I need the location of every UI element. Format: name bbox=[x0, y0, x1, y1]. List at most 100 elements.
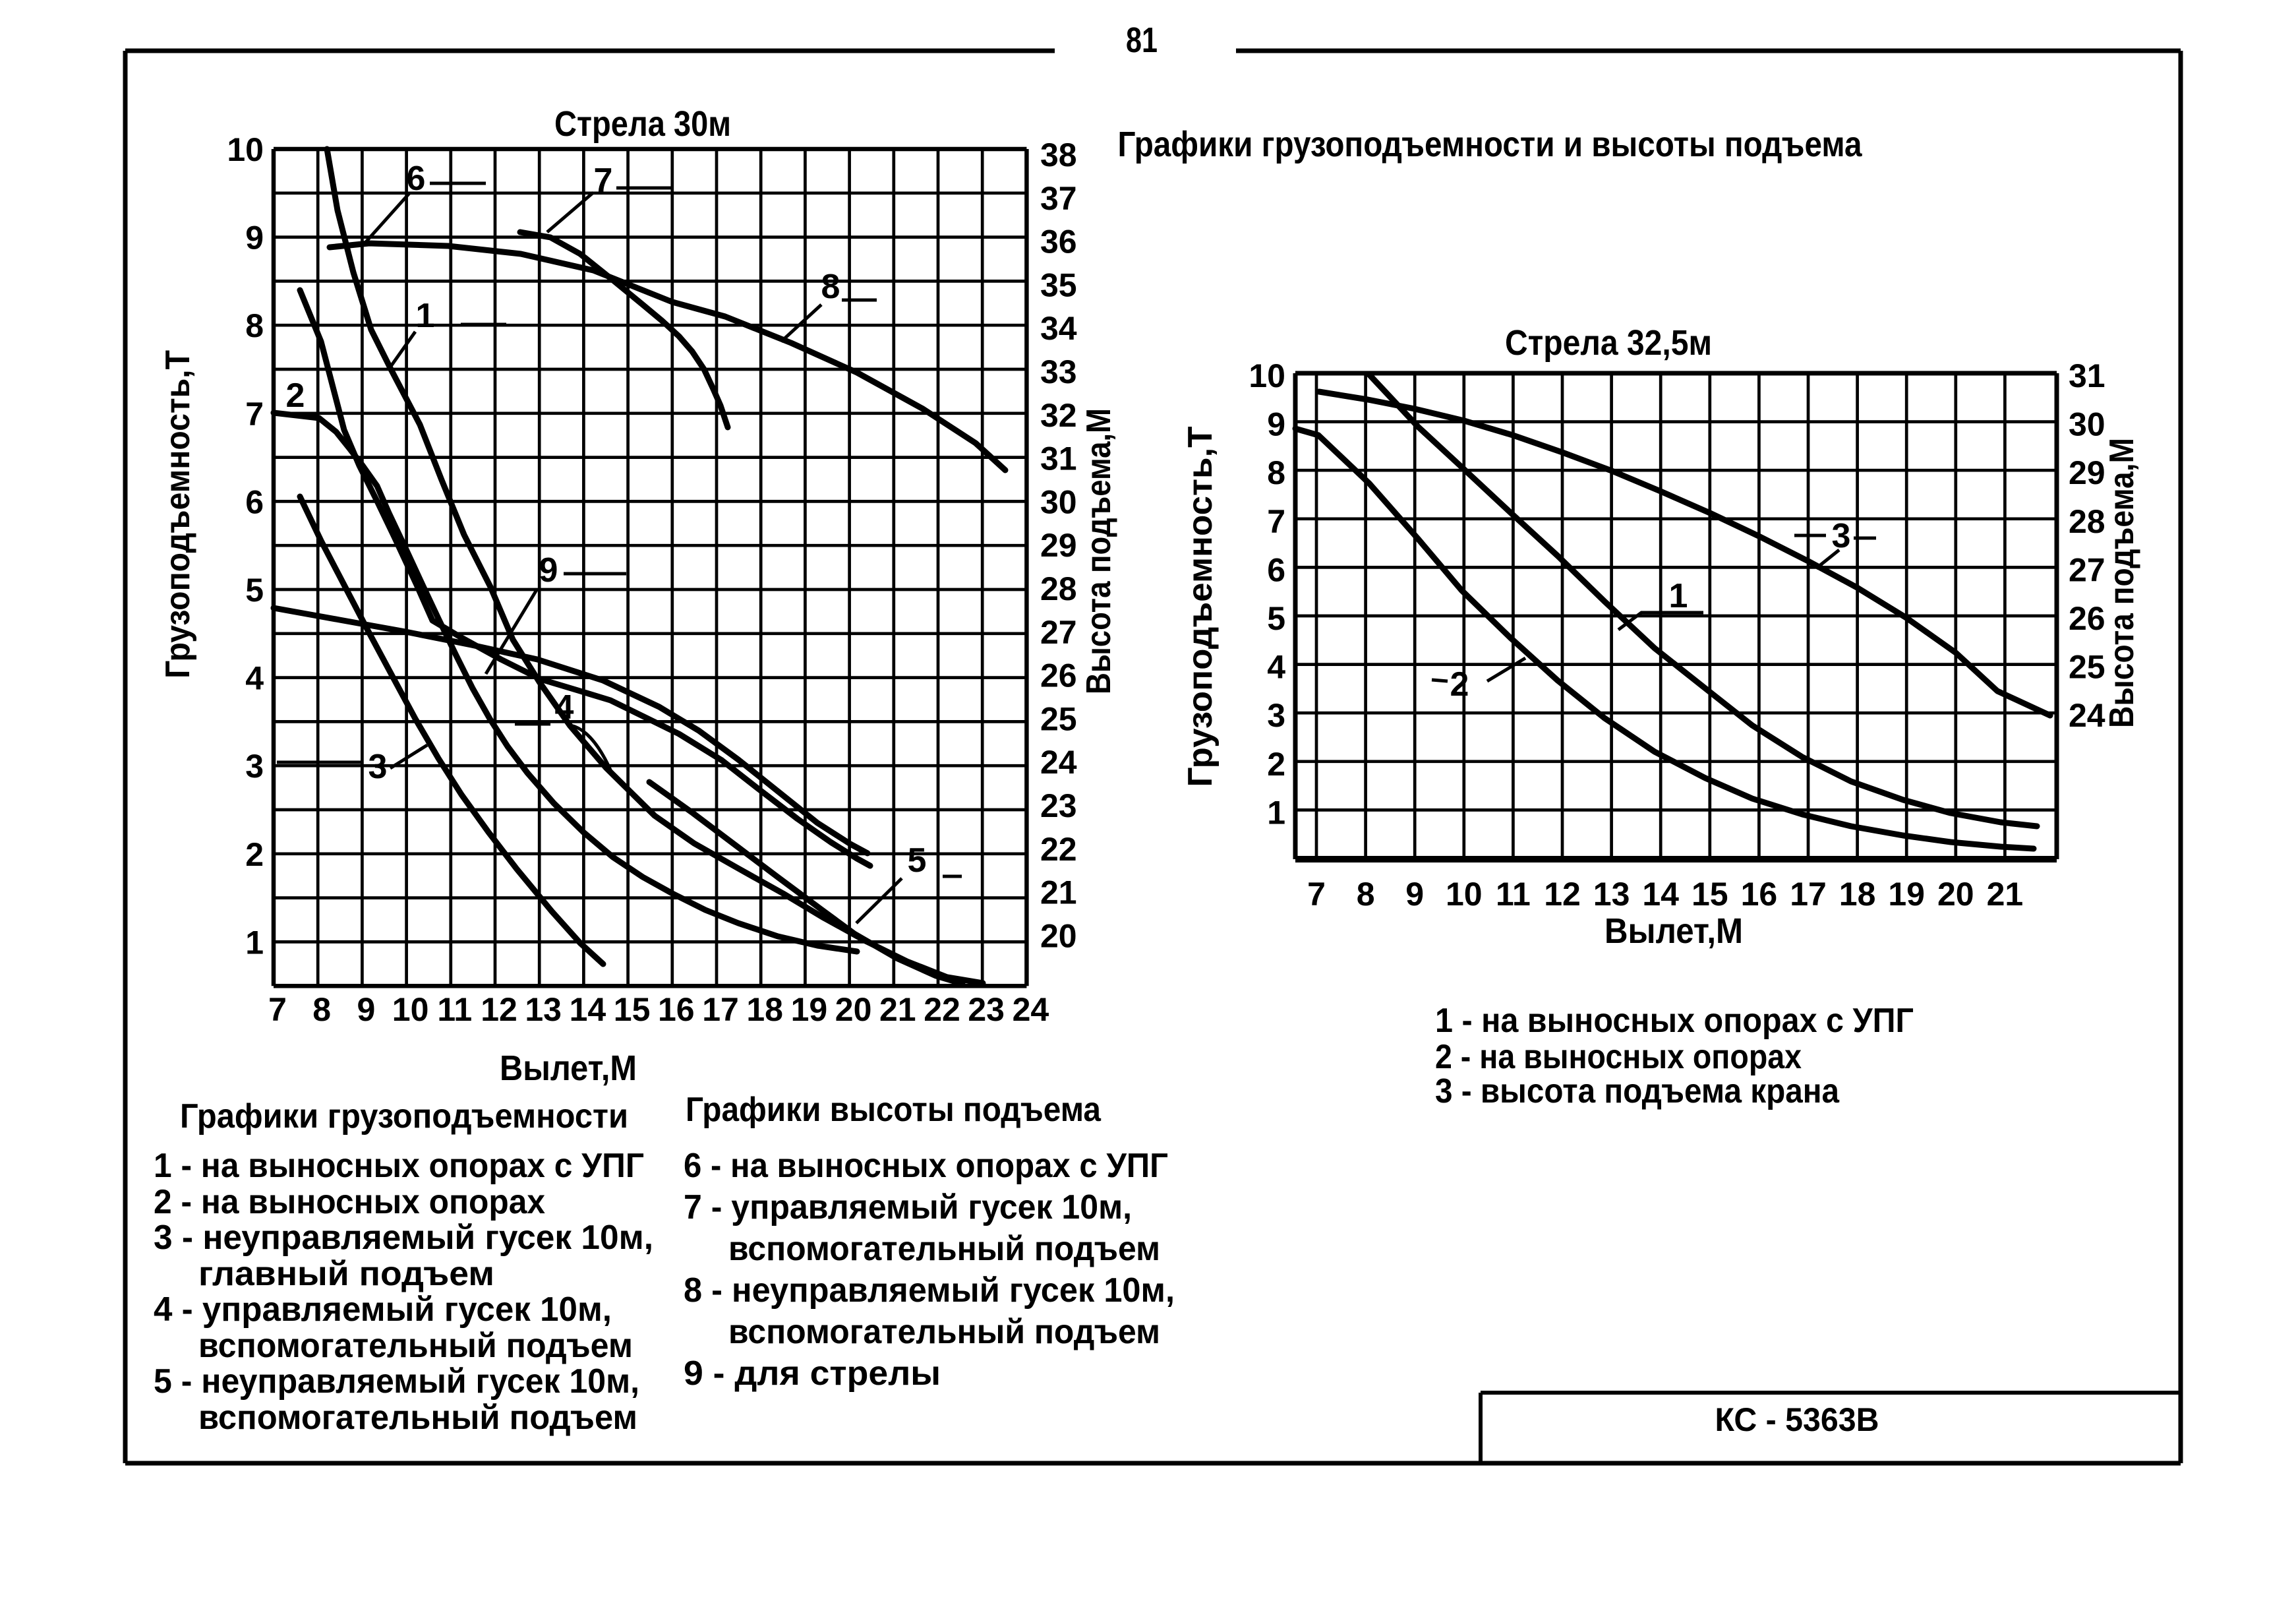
svg-text:3 - высота подъема крана: 3 - высота подъема крана bbox=[1435, 1072, 1840, 1110]
svg-text:14: 14 bbox=[1642, 876, 1679, 913]
svg-text:13: 13 bbox=[1593, 876, 1630, 913]
svg-text:9: 9 bbox=[245, 220, 264, 257]
svg-text:2: 2 bbox=[1450, 665, 1469, 704]
svg-text:27: 27 bbox=[1040, 614, 1077, 651]
svg-text:7: 7 bbox=[1307, 876, 1326, 913]
svg-text:КС - 5363В: КС - 5363В bbox=[1715, 1401, 1879, 1438]
svg-text:24: 24 bbox=[1040, 744, 1077, 781]
svg-text:30: 30 bbox=[2069, 406, 2105, 443]
svg-text:5: 5 bbox=[245, 572, 264, 609]
svg-text:24: 24 bbox=[2069, 697, 2105, 734]
svg-text:9: 9 bbox=[357, 991, 375, 1028]
svg-text:4: 4 bbox=[245, 660, 264, 697]
svg-text:9 - для стрелы: 9 - для стрелы bbox=[684, 1354, 941, 1393]
svg-text:Высота подъема,М: Высота подъема,М bbox=[1080, 408, 1118, 694]
svg-text:29: 29 bbox=[2069, 454, 2105, 491]
svg-text:28: 28 bbox=[2069, 503, 2105, 540]
svg-text:26: 26 bbox=[1040, 657, 1077, 694]
svg-text:18: 18 bbox=[746, 991, 783, 1028]
svg-text:2 - на выносных опорах: 2 - на выносных опорах bbox=[1435, 1038, 1802, 1076]
svg-text:34: 34 bbox=[1040, 310, 1077, 347]
svg-text:24: 24 bbox=[1013, 991, 1049, 1028]
svg-text:Грузоподъемность,Т: Грузоподъемность,Т bbox=[159, 350, 197, 679]
svg-text:9: 9 bbox=[1267, 406, 1285, 443]
svg-text:вспомогательный подъем: вспомогательный подъем bbox=[198, 1399, 637, 1437]
svg-text:Графики высоты подъема: Графики высоты подъема bbox=[686, 1091, 1102, 1129]
svg-text:4: 4 bbox=[1267, 649, 1285, 686]
svg-text:7: 7 bbox=[1267, 503, 1285, 540]
svg-text:8: 8 bbox=[821, 268, 840, 306]
svg-text:8: 8 bbox=[1357, 876, 1375, 913]
svg-text:1: 1 bbox=[245, 924, 264, 961]
svg-text:1 - на выносных опорах с УПГ: 1 - на выносных опорах с УПГ bbox=[1435, 1002, 1914, 1040]
svg-text:6: 6 bbox=[245, 483, 264, 520]
svg-text:19: 19 bbox=[791, 991, 828, 1028]
svg-text:10: 10 bbox=[1249, 357, 1285, 394]
svg-text:12: 12 bbox=[1544, 876, 1581, 913]
svg-text:Стрела 30м: Стрела 30м bbox=[554, 104, 731, 144]
svg-text:10: 10 bbox=[1446, 876, 1483, 913]
svg-text:6: 6 bbox=[407, 160, 426, 198]
svg-text:15: 15 bbox=[614, 991, 651, 1028]
svg-text:38: 38 bbox=[1040, 136, 1077, 173]
svg-text:35: 35 bbox=[1040, 266, 1077, 303]
svg-text:1: 1 bbox=[416, 297, 435, 335]
svg-text:3 - неуправляемый гусек 10м,: 3 - неуправляемый гусек 10м, bbox=[154, 1219, 653, 1257]
svg-text:5: 5 bbox=[1267, 600, 1285, 637]
svg-text:22: 22 bbox=[924, 991, 960, 1028]
svg-text:18: 18 bbox=[1839, 876, 1876, 913]
svg-text:21: 21 bbox=[1040, 874, 1077, 911]
svg-text:33: 33 bbox=[1040, 353, 1077, 390]
svg-text:Графики грузоподъемности и выс: Графики грузоподъемности и высоты подъем… bbox=[1118, 125, 1863, 164]
svg-text:вспомогательный подъем: вспомогательный подъем bbox=[728, 1230, 1160, 1268]
svg-text:8: 8 bbox=[1267, 454, 1285, 491]
svg-text:19: 19 bbox=[1888, 876, 1925, 913]
svg-text:1: 1 bbox=[1669, 577, 1688, 615]
svg-text:7: 7 bbox=[268, 991, 287, 1028]
svg-text:23: 23 bbox=[1040, 787, 1077, 824]
svg-text:6: 6 bbox=[1267, 551, 1285, 588]
svg-text:20: 20 bbox=[1040, 917, 1077, 954]
svg-text:3: 3 bbox=[368, 748, 388, 786]
svg-text:30: 30 bbox=[1040, 483, 1077, 520]
svg-text:36: 36 bbox=[1040, 224, 1077, 260]
svg-text:1: 1 bbox=[1267, 794, 1285, 831]
svg-text:2: 2 bbox=[1267, 746, 1285, 783]
svg-text:16: 16 bbox=[658, 991, 695, 1028]
svg-text:Графики грузоподъемности: Графики грузоподъемности bbox=[180, 1097, 628, 1135]
svg-text:20: 20 bbox=[835, 991, 872, 1028]
svg-text:31: 31 bbox=[2069, 357, 2105, 394]
svg-text:9: 9 bbox=[539, 551, 558, 590]
svg-text:7: 7 bbox=[245, 396, 264, 433]
svg-text:23: 23 bbox=[968, 991, 1005, 1028]
svg-text:21: 21 bbox=[1987, 876, 2024, 913]
svg-text:28: 28 bbox=[1040, 570, 1077, 607]
svg-text:17: 17 bbox=[702, 991, 739, 1028]
svg-text:15: 15 bbox=[1692, 876, 1728, 913]
svg-text:32: 32 bbox=[1040, 397, 1077, 434]
svg-text:25: 25 bbox=[2069, 649, 2105, 686]
svg-text:12: 12 bbox=[481, 991, 517, 1028]
svg-text:27: 27 bbox=[2069, 551, 2105, 588]
svg-text:1 - на выносных опорах с УПГ: 1 - на выносных опорах с УПГ bbox=[154, 1147, 644, 1185]
svg-text:вспомогательный подъем: вспомогательный подъем bbox=[198, 1327, 633, 1365]
svg-text:6 - на выносных опорах с УПГ: 6 - на выносных опорах с УПГ bbox=[684, 1147, 1168, 1185]
svg-text:17: 17 bbox=[1790, 876, 1827, 913]
svg-text:81: 81 bbox=[1126, 20, 1158, 60]
svg-text:Стрела 32,5м: Стрела 32,5м bbox=[1505, 323, 1712, 363]
svg-text:29: 29 bbox=[1040, 527, 1077, 564]
svg-text:10: 10 bbox=[227, 131, 264, 168]
svg-text:31: 31 bbox=[1040, 440, 1077, 477]
svg-text:8: 8 bbox=[312, 991, 331, 1028]
svg-text:7: 7 bbox=[594, 162, 613, 200]
svg-text:вспомогательный подъем: вспомогательный подъем bbox=[728, 1313, 1160, 1351]
svg-text:Грузоподъемность,Т: Грузоподъемность,Т bbox=[1181, 426, 1220, 787]
svg-text:7 - управляемый гусек 10м,: 7 - управляемый гусек 10м, bbox=[684, 1188, 1132, 1226]
svg-text:11: 11 bbox=[1496, 876, 1531, 913]
svg-text:11: 11 bbox=[437, 991, 472, 1028]
svg-text:16: 16 bbox=[1741, 876, 1778, 913]
svg-text:10: 10 bbox=[392, 991, 429, 1028]
svg-text:8 - неуправляемый гусек 10м,: 8 - неуправляемый гусек 10м, bbox=[684, 1271, 1175, 1310]
svg-text:9: 9 bbox=[1405, 876, 1424, 913]
svg-text:4: 4 bbox=[555, 688, 574, 727]
